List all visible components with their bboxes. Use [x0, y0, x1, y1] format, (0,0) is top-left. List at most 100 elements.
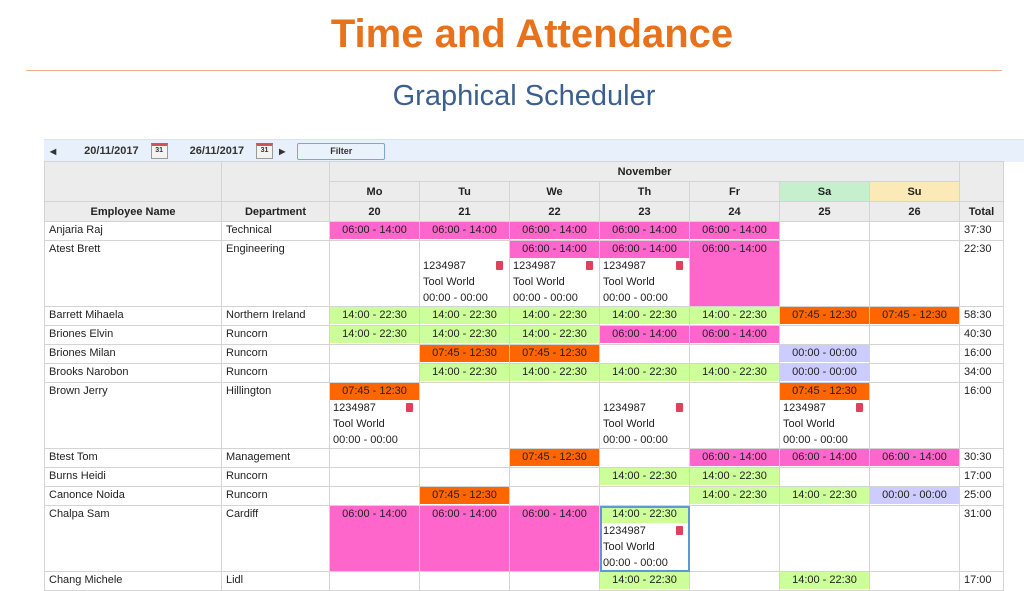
schedule-cell[interactable]: 14:00 - 22:30: [419, 306, 510, 326]
employee-name[interactable]: Brooks Narobon: [44, 363, 222, 383]
shift-block[interactable]: 06:00 - 14:00: [600, 241, 689, 258]
previous-week-arrow-icon[interactable]: ◀: [50, 146, 57, 156]
job-id[interactable]: 1234987: [423, 260, 466, 272]
shift-block[interactable]: 06:00 - 14:00: [510, 222, 599, 239]
schedule-cell[interactable]: 06:00 - 14:00: [599, 325, 690, 345]
shift-block[interactable]: 07:45 - 12:30: [780, 383, 869, 400]
schedule-cell[interactable]: 06:00 - 14:00: [599, 221, 690, 241]
shift-block[interactable]: 14:00 - 22:30: [780, 572, 869, 589]
schedule-cell[interactable]: [869, 467, 960, 487]
shift-block[interactable]: 07:45 - 12:30: [420, 345, 509, 362]
start-date-field[interactable]: 20/11/2017: [84, 145, 139, 157]
schedule-cell[interactable]: [869, 382, 960, 449]
shift-block[interactable]: 06:00 - 14:00: [420, 506, 509, 523]
schedule-cell[interactable]: [329, 448, 420, 468]
schedule-cell[interactable]: 14:00 - 22:30: [599, 306, 690, 326]
shift-block[interactable]: 14:00 - 22:30: [420, 307, 509, 324]
schedule-cell[interactable]: 06:00 - 14:00: [419, 221, 510, 241]
shift-block[interactable]: 07:45 - 12:30: [420, 487, 509, 504]
schedule-cell[interactable]: 06:00 - 14:00: [689, 448, 780, 468]
shift-block[interactable]: 00:00 - 00:00: [870, 487, 959, 504]
shift-block[interactable]: 00:00 - 00:00: [780, 345, 869, 362]
shift-block[interactable]: 14:00 - 22:30: [690, 487, 779, 504]
schedule-cell[interactable]: [869, 325, 960, 345]
schedule-cell[interactable]: 07:45 - 12:30 1234987 Tool World 00:00 - 00…: [779, 382, 870, 449]
schedule-cell[interactable]: 07:45 - 12:30: [509, 344, 600, 364]
schedule-cell[interactable]: 06:00 - 14:00: [689, 325, 780, 345]
schedule-cell[interactable]: 06:00 - 14:00: [509, 505, 600, 572]
employee-name[interactable]: Barrett Mihaela: [44, 306, 222, 326]
schedule-cell[interactable]: [509, 486, 600, 506]
job-id[interactable]: 1234987: [333, 402, 376, 414]
schedule-cell[interactable]: 14:00 - 22:30: [509, 325, 600, 345]
schedule-cell[interactable]: [329, 467, 420, 487]
shift-block[interactable]: 06:00 - 14:00: [330, 222, 419, 239]
schedule-cell[interactable]: 06:00 - 14:00: [329, 221, 420, 241]
schedule-cell[interactable]: [419, 571, 510, 591]
schedule-cell[interactable]: 14:00 - 22:30: [419, 363, 510, 383]
trash-icon[interactable]: [856, 403, 863, 412]
schedule-cell[interactable]: [779, 221, 870, 241]
schedule-cell[interactable]: [869, 240, 960, 307]
end-date-field[interactable]: 26/11/2017: [189, 145, 245, 157]
shift-block[interactable]: 14:00 - 22:30: [510, 364, 599, 381]
employee-name[interactable]: Burns Heidi: [44, 467, 222, 487]
shift-block[interactable]: 14:00 - 22:30: [510, 326, 599, 343]
department-header[interactable]: Department: [221, 201, 330, 222]
schedule-cell[interactable]: 06:00 - 14:00: [689, 240, 780, 307]
shift-block[interactable]: 14:00 - 22:30: [600, 364, 689, 381]
schedule-cell[interactable]: [599, 344, 690, 364]
employee-name[interactable]: Briones Milan: [44, 344, 222, 364]
next-week-arrow-icon[interactable]: ▶: [279, 146, 286, 156]
shift-block[interactable]: 14:00 - 22:30: [510, 307, 599, 324]
schedule-cell[interactable]: 06:00 - 14:00: [509, 221, 600, 241]
filter-button[interactable]: Filter: [297, 142, 386, 160]
schedule-cell[interactable]: 14:00 - 22:30: [599, 467, 690, 487]
schedule-cell[interactable]: [329, 344, 420, 364]
schedule-cell[interactable]: [869, 505, 960, 572]
schedule-cell[interactable]: 1234987 Tool World 00:00 - 00:00: [419, 240, 510, 307]
schedule-cell[interactable]: 06:00 - 14:00: [869, 448, 960, 468]
employee-name-header[interactable]: Employee Name: [44, 201, 222, 222]
schedule-cell[interactable]: [599, 448, 690, 468]
schedule-cell[interactable]: 14:00 - 22:30: [599, 571, 690, 591]
schedule-cell[interactable]: 00:00 - 00:00: [869, 486, 960, 506]
shift-block[interactable]: 07:45 - 12:30: [330, 383, 419, 400]
shift-block[interactable]: 14:00 - 22:30: [420, 364, 509, 381]
trash-icon[interactable]: [676, 403, 683, 412]
schedule-cell[interactable]: [779, 467, 870, 487]
shift-block[interactable]: 14:00 - 22:30: [600, 468, 689, 485]
shift-block[interactable]: 06:00 - 14:00: [690, 326, 779, 343]
schedule-cell[interactable]: [419, 448, 510, 468]
shift-block[interactable]: 07:45 - 12:30: [870, 307, 959, 324]
schedule-cell[interactable]: 14:00 - 22:30: [689, 486, 780, 506]
schedule-cell[interactable]: [329, 240, 420, 307]
start-calendar-icon[interactable]: 31: [150, 143, 168, 159]
schedule-cell[interactable]: [779, 505, 870, 572]
shift-block[interactable]: 07:45 - 12:30: [510, 449, 599, 466]
shift-block[interactable]: 06:00 - 14:00: [780, 449, 869, 466]
shift-block[interactable]: 14:00 - 22:30: [690, 468, 779, 485]
shift-block[interactable]: 14:00 - 22:30: [600, 307, 689, 324]
employee-name[interactable]: Briones Elvin: [44, 325, 222, 345]
schedule-cell[interactable]: 00:00 - 00:00: [779, 344, 870, 364]
schedule-cell[interactable]: 06:00 - 14:00: [419, 505, 510, 572]
schedule-cell[interactable]: [869, 221, 960, 241]
schedule-cell[interactable]: [869, 363, 960, 383]
shift-block[interactable]: 07:45 - 12:30: [510, 345, 599, 362]
schedule-cell[interactable]: 00:00 - 00:00: [779, 363, 870, 383]
shift-block[interactable]: 06:00 - 14:00: [690, 449, 779, 466]
schedule-cell[interactable]: [509, 467, 600, 487]
schedule-cell[interactable]: 06:00 - 14:00: [689, 221, 780, 241]
trash-icon[interactable]: [676, 261, 683, 270]
schedule-cell[interactable]: [599, 486, 690, 506]
shift-block[interactable]: 14:00 - 22:30: [690, 307, 779, 324]
schedule-cell[interactable]: 14:00 - 22:30: [509, 363, 600, 383]
job-id[interactable]: 1234987: [603, 525, 646, 537]
schedule-cell[interactable]: [689, 344, 780, 364]
shift-block[interactable]: 00:00 - 00:00: [780, 364, 869, 381]
employee-name[interactable]: Brown Jerry: [44, 382, 222, 449]
schedule-cell[interactable]: [419, 467, 510, 487]
shift-block[interactable]: 14:00 - 22:30: [690, 364, 779, 381]
schedule-cell[interactable]: 07:45 - 12:30: [509, 448, 600, 468]
